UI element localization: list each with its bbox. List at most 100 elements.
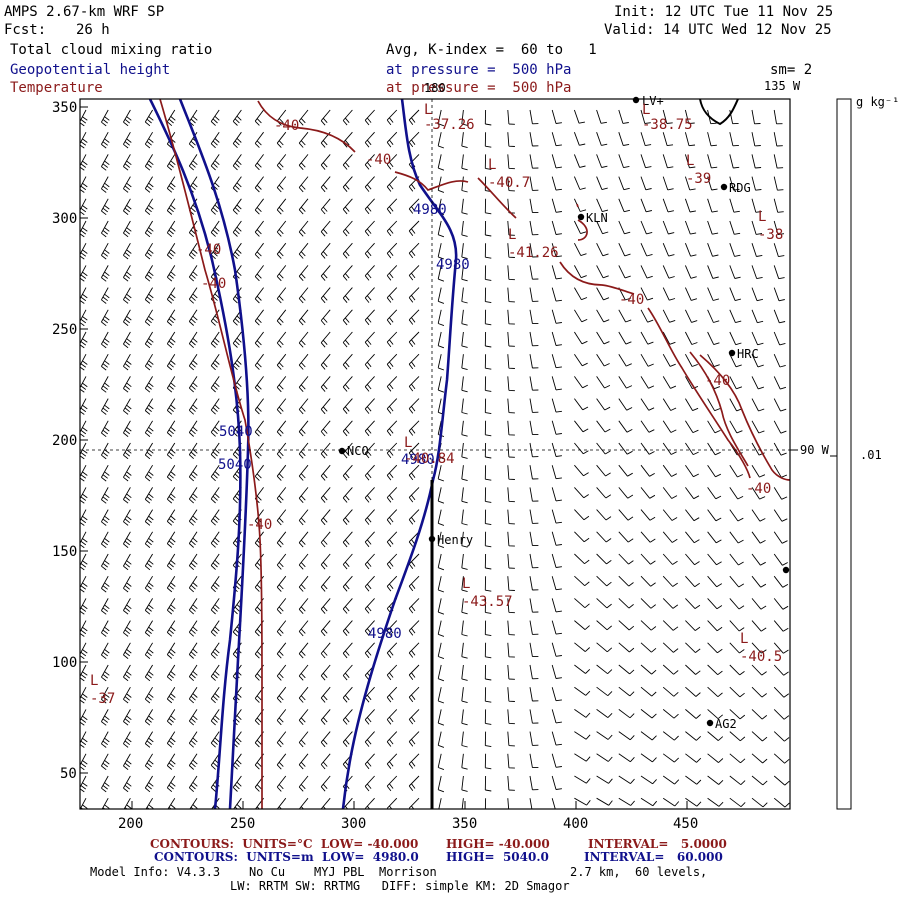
wind-barb [210, 553, 220, 570]
temp-contour-interval: INTERVAL= 5.0000 [588, 837, 727, 851]
smoothing-label: sm= 2 [770, 62, 813, 78]
station-dot-lv [632, 96, 640, 104]
wind-barb [773, 132, 783, 147]
wind-barb [484, 442, 492, 459]
wind-barb [276, 686, 287, 703]
wind-barb [342, 287, 353, 303]
wind-barb [507, 798, 510, 809]
wind-barb [144, 575, 154, 593]
wind-barb [188, 464, 198, 482]
wind-barb [773, 775, 790, 786]
wind-barb [80, 176, 88, 193]
wind-barb [386, 376, 398, 392]
wind-barb [232, 131, 242, 149]
wind-barb [188, 664, 198, 682]
wind-barb [573, 198, 587, 212]
wind-barb [232, 509, 242, 526]
wind-barb [188, 309, 198, 326]
wind-barb [320, 420, 331, 437]
wind-barb [254, 198, 264, 215]
wind-barb [276, 331, 287, 348]
wind-barb [80, 376, 88, 393]
y-tick-label: 200 [52, 433, 78, 449]
temperature-contours [159, 99, 790, 809]
wind-barb [529, 376, 539, 391]
wind-barb [618, 575, 634, 587]
height-label: 5040 [219, 424, 253, 440]
wind-barb [773, 509, 788, 522]
wind-barb [751, 243, 763, 257]
wind-barb [437, 109, 445, 127]
wind-barb [144, 664, 154, 682]
wind-barb [298, 220, 309, 237]
wind-barb [596, 709, 613, 718]
wind-barb [662, 154, 674, 169]
wind-barb [751, 109, 761, 125]
wind-barb [529, 487, 539, 502]
wind-barb [232, 331, 242, 348]
wind-barb [529, 109, 539, 125]
wind-barb [438, 798, 442, 809]
wind-barb [618, 376, 633, 389]
wind-barb [618, 154, 630, 169]
wind-barb [408, 620, 420, 636]
wind-barb [529, 642, 539, 658]
wind-barb [254, 242, 264, 259]
wind-barb [123, 154, 132, 171]
wind-barb [101, 398, 110, 415]
wind-barb [574, 376, 589, 389]
wind-barb [276, 198, 287, 215]
wind-barb [80, 775, 88, 793]
wind-barb [364, 176, 375, 192]
station-label: RDG [729, 181, 751, 195]
wind-barb [640, 198, 652, 213]
wind-barb [210, 309, 220, 326]
height-label: 4980 [368, 626, 402, 642]
wind-barb [408, 509, 420, 525]
wind-barb [529, 798, 533, 809]
wind-barb [640, 287, 654, 301]
wind-barb [254, 265, 264, 282]
wind-barb [166, 620, 176, 637]
wind-barb [551, 243, 562, 258]
wind-barb [484, 265, 492, 281]
low-center: L -41.26 [508, 227, 559, 261]
wind-barb [662, 775, 680, 785]
wind-barb [144, 131, 154, 149]
temp-label: -40 [274, 118, 300, 134]
wind-barb [707, 487, 722, 500]
wind-barb [707, 309, 720, 323]
wind-barb [298, 709, 309, 726]
wind-barb [364, 753, 375, 770]
wind-barb [298, 442, 309, 459]
wind-barb [484, 775, 492, 792]
wind-barb [751, 797, 768, 808]
low-center: L -40.5 [740, 631, 783, 665]
wind-barb [232, 642, 242, 659]
wind-barb [276, 376, 287, 393]
wind-barb [408, 575, 420, 592]
wind-barb [640, 709, 657, 719]
wind-barb [364, 376, 375, 392]
wind-barb [461, 331, 468, 348]
wind-barb [685, 353, 698, 367]
wind-barb [729, 464, 743, 478]
wind-barb [276, 442, 287, 459]
wind-barb [298, 487, 309, 504]
wind-barb [80, 420, 88, 438]
wind-barb [210, 420, 220, 437]
model-title: AMPS 2.67-km WRF SP [4, 4, 165, 20]
wind-barb [386, 487, 398, 503]
wind-barb [684, 243, 697, 257]
wind-barb [751, 642, 767, 654]
wind-barb [529, 398, 539, 413]
wind-barb [101, 775, 110, 793]
wind-barb [662, 353, 676, 367]
wind-barb [188, 598, 198, 615]
wind-barb [276, 731, 287, 748]
wind-barb [551, 154, 562, 169]
wind-barb [123, 109, 132, 127]
meridian-label-180: 180 [424, 81, 446, 95]
wind-barb [773, 442, 787, 456]
wind-barb [320, 664, 331, 681]
